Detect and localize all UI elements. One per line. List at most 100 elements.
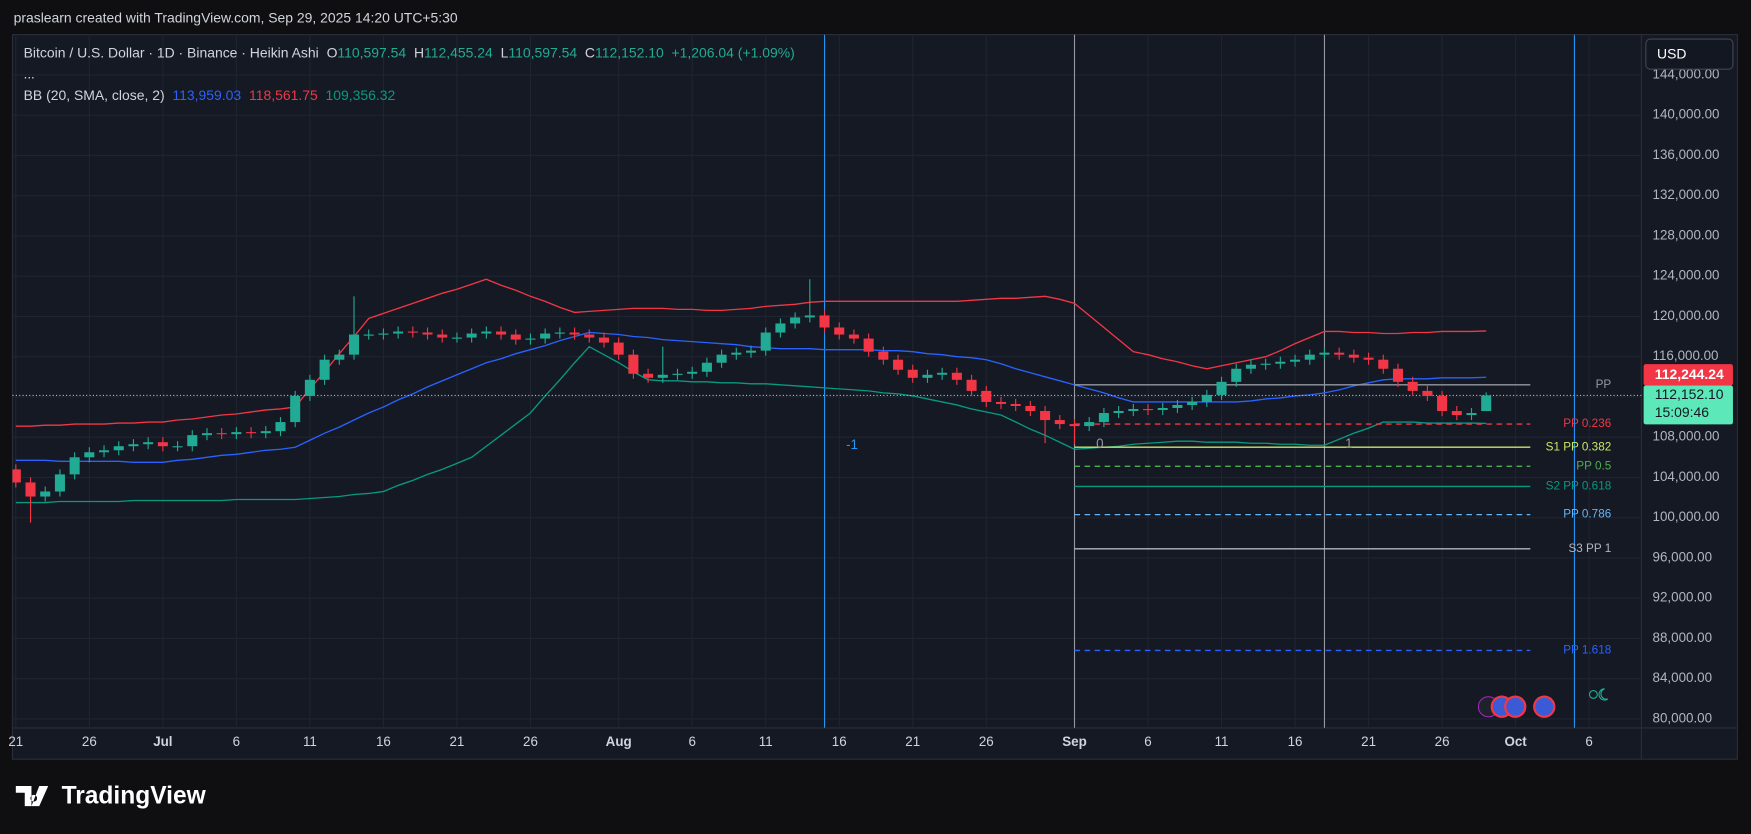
currency-label[interactable]: USD xyxy=(1657,45,1686,61)
candle-body xyxy=(496,331,507,335)
candle-body xyxy=(69,457,80,475)
candle-body xyxy=(378,333,389,335)
event-icon xyxy=(1504,695,1527,718)
candle-body xyxy=(437,334,448,338)
y-tick-label: 144,000.00 xyxy=(1653,66,1720,81)
legend-ohlc-label: C xyxy=(585,44,595,60)
legend-ohlc-label: O xyxy=(327,44,338,60)
candle-body xyxy=(1348,354,1359,358)
candle-body xyxy=(922,374,933,378)
session-icon xyxy=(1588,689,1598,699)
event-icon xyxy=(1533,695,1556,718)
candle-body xyxy=(246,432,257,434)
candle-body xyxy=(995,401,1007,404)
candle-body xyxy=(1407,381,1418,391)
candle-body xyxy=(1172,404,1183,408)
y-tick-label: 80,000.00 xyxy=(1653,710,1713,725)
candle-body xyxy=(157,442,168,447)
candle-body xyxy=(1157,407,1168,411)
y-tick-label: 140,000.00 xyxy=(1653,107,1720,122)
candle-body xyxy=(878,351,889,360)
level-label: S1 PP 0.382 xyxy=(1546,440,1612,453)
candle-body xyxy=(775,323,786,333)
x-tick-label: 16 xyxy=(832,734,847,749)
legend: Bitcoin / U.S. Dollar · 1D · Binance · H… xyxy=(24,44,795,60)
x-tick-label: 21 xyxy=(905,734,920,749)
y-tick-label: 84,000.00 xyxy=(1653,670,1713,685)
candle-body xyxy=(760,332,771,351)
legend-ohlc-label: L xyxy=(501,44,509,60)
candle-body xyxy=(510,334,521,340)
event-icons xyxy=(1477,688,1609,718)
annotation: 1 xyxy=(1345,436,1352,451)
candle-body xyxy=(731,352,742,355)
candle-body xyxy=(687,371,698,374)
x-tick-label: 6 xyxy=(233,734,240,749)
annotation: 0 xyxy=(1096,436,1103,451)
candle-body xyxy=(613,342,624,355)
y-tick-label: 108,000.00 xyxy=(1653,429,1720,444)
logo-text: TradingView xyxy=(62,783,207,810)
candle-body xyxy=(1245,364,1256,369)
x-tick-label: 21 xyxy=(8,734,23,749)
candle-body xyxy=(834,327,845,335)
indicator-legend: BB (20, SMA, close, 2) 113,959.03 118,561.… xyxy=(24,87,396,103)
x-tick-label: Aug xyxy=(606,734,632,749)
candle-body xyxy=(1084,422,1095,427)
candle-body xyxy=(40,491,51,497)
candle-body xyxy=(1142,408,1154,411)
logo: TradingView xyxy=(15,783,207,810)
candle-body xyxy=(951,372,962,380)
candle-body xyxy=(1098,413,1109,423)
x-tick-label: 6 xyxy=(1585,734,1592,749)
candle-body xyxy=(466,333,477,338)
candle-body xyxy=(1422,390,1433,396)
candle-body xyxy=(231,432,242,435)
candle-body xyxy=(363,334,374,336)
candle-body xyxy=(260,431,271,434)
y-tick-label: 136,000.00 xyxy=(1653,147,1720,162)
candle-body xyxy=(598,337,609,343)
x-tick-label: 11 xyxy=(1215,734,1229,749)
x-tick-label: 6 xyxy=(688,734,695,749)
candle-body xyxy=(1231,368,1242,382)
candle-body xyxy=(290,395,301,423)
level-label: PP xyxy=(1596,378,1612,391)
candle-body xyxy=(848,334,859,339)
price-label-box xyxy=(1643,364,1733,386)
x-tick-label: 21 xyxy=(449,734,464,749)
x-tick-label: 16 xyxy=(376,734,391,749)
legend-change: +1,206.04 (+1.09%) xyxy=(672,44,795,60)
level-label: PP 1.618 xyxy=(1563,644,1611,657)
legend-ohlc-value: 110,597.54 xyxy=(508,44,577,60)
candle-body xyxy=(628,354,639,374)
candle-body xyxy=(84,452,95,458)
y-tick-label: 92,000.00 xyxy=(1653,590,1713,605)
x-tick-label: 11 xyxy=(303,734,317,749)
currency-button xyxy=(1645,38,1734,70)
candle-body xyxy=(1363,357,1374,360)
candle-body xyxy=(701,362,712,372)
y-tick-label: 124,000.00 xyxy=(1653,268,1720,283)
candle-body xyxy=(319,359,330,380)
candle-body xyxy=(481,331,492,334)
level-label: S2 PP 0.618 xyxy=(1546,480,1612,493)
indicator-value: 113,959.03 xyxy=(172,87,241,103)
logo-mark xyxy=(15,785,49,807)
x-tick-label: 16 xyxy=(1288,734,1303,749)
candle-body xyxy=(1025,405,1036,412)
candle-body xyxy=(981,390,992,402)
candle-body xyxy=(1216,381,1227,395)
candle-body xyxy=(672,373,683,375)
candle-body xyxy=(12,469,21,483)
y-tick-label: 96,000.00 xyxy=(1653,549,1713,564)
candle-body xyxy=(1319,352,1330,355)
candle-body xyxy=(422,332,433,335)
candle-body xyxy=(201,433,212,436)
candle-body xyxy=(1010,403,1021,406)
legend-ohlc-label: H xyxy=(414,44,424,60)
x-tick-label: 26 xyxy=(523,734,538,749)
candle-body xyxy=(1392,368,1404,382)
